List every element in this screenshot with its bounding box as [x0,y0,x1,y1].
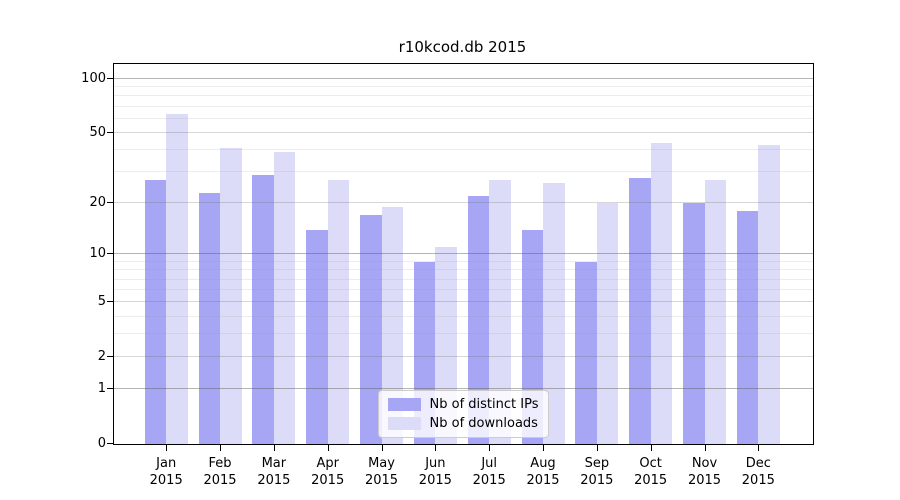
bar-downloads-jan [166,113,188,444]
bars-layer [114,64,813,444]
legend-label-downloads: Nb of downloads [429,416,538,431]
bar-downloads-feb [220,148,242,444]
x-tick-jun [435,445,437,451]
y-tick-label-2: 2 [97,349,106,365]
x-tick-label-oct: Oct 2015 [619,455,683,489]
bar-downloads-dec [758,144,780,444]
x-tick-label-month: Mar [261,456,287,471]
y-tick-label-100: 100 [81,70,106,86]
x-tick-label-sep: Sep 2015 [565,455,629,489]
bar-ips-jan [144,180,167,444]
x-tick-label-month: Oct [639,456,662,471]
x-tick-label-month: Aug [530,456,556,471]
x-tick-label-year: 2015 [418,473,452,488]
bar-downloads-aug [543,183,565,444]
x-tick-label-year: 2015 [203,473,237,488]
x-tick-label-year: 2015 [526,473,560,488]
x-tick-label-month: Jun [425,456,446,471]
bar-ips-nov [683,203,705,444]
x-tick-label-year: 2015 [580,473,614,488]
bar-ips-may [360,215,382,444]
x-tick-label-year: 2015 [364,473,399,488]
bar-ips-feb [198,192,221,444]
x-tick-label-year: 2015 [687,473,722,488]
bar-downloads-mar [273,152,296,444]
x-tick-label-feb: Feb 2015 [188,455,252,489]
y-tick-label-1: 1 [97,381,106,397]
x-tick-label-month: Nov [691,456,718,471]
y-tick-label-10: 10 [89,246,106,262]
legend: Nb of distinct IPs Nb of downloads [377,390,550,438]
x-tick-aug [543,445,544,451]
bar-ips-jul [467,195,490,444]
x-tick-jul [489,445,491,451]
x-tick-label-may: May 2015 [350,455,414,489]
y-tick-10 [107,253,113,255]
x-tick-label-year: 2015 [149,473,183,488]
x-tick-jan [166,445,168,451]
bar-downloads-jul [489,180,511,444]
legend-item-downloads: Nb of downloads [387,416,539,431]
legend-swatch-downloads [387,417,421,430]
y-tick-label-5: 5 [97,294,106,310]
x-tick-label-mar: Mar 2015 [242,455,306,489]
x-tick-nov [704,445,706,451]
x-tick-label-year: 2015 [311,473,345,488]
y-tick-label-0: 0 [97,436,106,451]
bar-ips-apr [306,229,328,444]
x-tick-label-month: Jul [481,456,498,471]
chart-title: r10kcod.db 2015 [398,38,527,56]
x-tick-label-month: Apr [316,456,339,471]
legend-label-distinct-ips: Nb of distinct IPs [429,397,539,412]
bar-downloads-oct [650,142,673,444]
x-tick-label-year: 2015 [634,473,668,488]
bar-downloads-sep [596,203,619,444]
y-tick-label-20: 20 [89,195,106,211]
y-tick-label-50: 50 [89,125,106,140]
x-tick-sep [596,445,598,451]
y-tick-0 [107,443,113,444]
x-tick-dec [758,445,760,451]
y-tick-1 [107,388,113,390]
x-tick-label-month: Jan [156,456,177,471]
x-tick-apr [327,445,329,451]
y-tick-100 [107,77,113,79]
y-tick-2 [107,356,113,358]
legend-item-distinct-ips: Nb of distinct IPs [387,397,539,412]
x-tick-mar [273,445,275,451]
bar-ips-sep [575,261,597,444]
x-tick-label-jan: Jan 2015 [134,455,198,489]
x-tick-label-jun: Jun 2015 [403,455,467,489]
x-tick-label-dec: Dec 2015 [726,455,790,489]
x-tick-label-year: 2015 [741,473,775,488]
bar-downloads-may [381,207,404,444]
x-tick-label-jul: Jul 2015 [457,455,521,489]
x-tick-label-nov: Nov 2015 [673,455,737,489]
bar-ips-dec [736,211,759,444]
x-tick-label-year: 2015 [257,473,291,488]
x-tick-may [381,445,383,451]
bar-ips-oct [629,177,651,444]
x-tick-label-month: May [368,456,395,471]
x-tick-label-month: Feb [208,456,232,471]
x-tick-label-month: Sep [584,456,610,471]
x-tick-oct [650,445,652,451]
bar-downloads-nov [704,180,726,444]
x-tick-label-apr: Apr 2015 [296,455,360,489]
x-tick-label-year: 2015 [472,473,506,488]
x-tick-label-aug: Aug 2015 [511,455,575,489]
bar-downloads-apr [327,180,350,444]
bar-ips-mar [252,174,274,444]
x-tick-feb [220,445,222,451]
x-tick-label-month: Dec [745,456,771,471]
y-tick-50 [107,132,113,133]
y-tick-5 [107,301,113,303]
legend-swatch-distinct-ips [387,398,421,411]
plot-area: 0 1 2 5 10 20 50 100 Jan 2015 Feb 2015 Mar 2015 Apr 201… [81,63,814,488]
y-tick-20 [107,202,113,204]
